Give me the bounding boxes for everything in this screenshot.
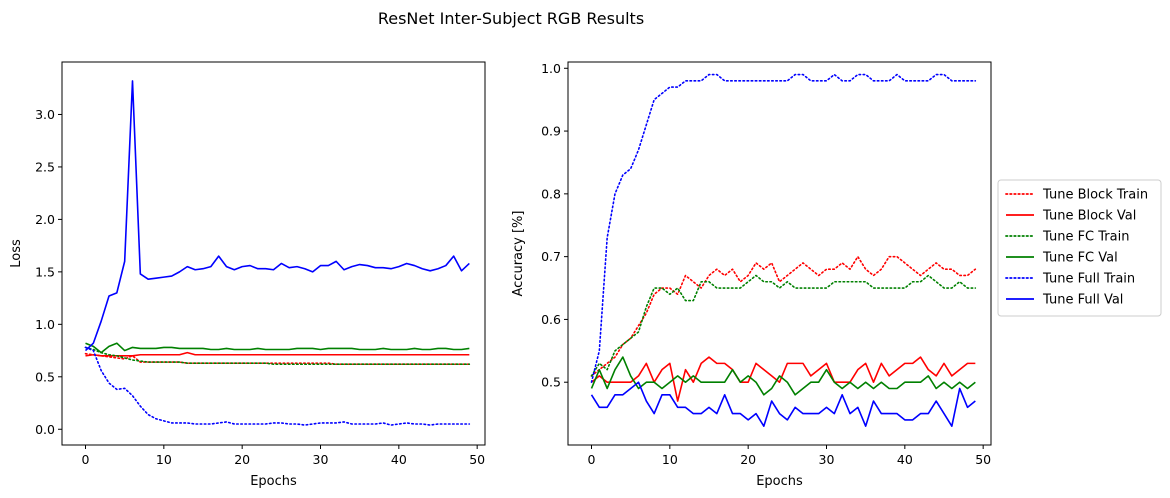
loss-series-tune-fc-train bbox=[84, 346, 471, 366]
loss-x-tick-label: 50 bbox=[469, 452, 485, 467]
figure-title: ResNet Inter-Subject RGB Results bbox=[378, 9, 644, 28]
loss-plot: 0 10 20 30 40 500.00.51.01.52.02.53.0 Epochs … bbox=[9, 61, 486, 489]
accuracy-series-tune-fc-val bbox=[590, 356, 976, 396]
accuracy-series-tune-full-train bbox=[590, 73, 977, 384]
loss-y-tick-label: 2.5 bbox=[35, 159, 55, 174]
loss-y-tick-label: 3.0 bbox=[35, 107, 55, 122]
loss-y-axis-label: Loss bbox=[9, 239, 24, 268]
legend-label-tune-fc-val: Tune FC Val bbox=[1042, 251, 1118, 266]
loss-y-tick-label: 1.0 bbox=[35, 317, 55, 332]
accuracy-x-tick-label: 0 bbox=[588, 452, 596, 467]
loss-x-tick-label: 10 bbox=[156, 452, 172, 467]
loss-x-tick-label: 0 bbox=[82, 452, 90, 467]
legend-label-tune-block-val: Tune Block Val bbox=[1042, 209, 1136, 224]
accuracy-y-axis-label: Accuracy [%] bbox=[511, 211, 526, 297]
accuracy-x-tick-label: 40 bbox=[897, 452, 913, 467]
legend-label-tune-block-train: Tune Block Train bbox=[1042, 188, 1148, 203]
loss-y-tick-label: 0.5 bbox=[35, 369, 55, 384]
legend-box bbox=[997, 179, 1162, 317]
accuracy-plot-frame bbox=[567, 61, 992, 446]
loss-x-tick-label: 30 bbox=[313, 452, 329, 467]
loss-y-tick-label: 2.0 bbox=[35, 212, 55, 227]
accuracy-x-tick-label: 30 bbox=[819, 452, 835, 467]
loss-y-tick-label: 0.0 bbox=[35, 422, 55, 437]
accuracy-y-tick-label: 0.7 bbox=[541, 249, 561, 264]
accuracy-x-tick-label: 50 bbox=[975, 452, 991, 467]
accuracy-y-tick-label: 0.8 bbox=[541, 186, 561, 201]
loss-x-axis-label: Epochs bbox=[250, 474, 297, 489]
legend-label-tune-full-val: Tune Full Val bbox=[1042, 293, 1123, 308]
loss-plot-frame bbox=[61, 61, 486, 446]
accuracy-series-tune-block-val bbox=[590, 356, 976, 402]
loss-series-tune-full-train bbox=[84, 346, 471, 426]
accuracy-series-tune-full-val bbox=[590, 381, 976, 427]
loss-series-tune-block-val bbox=[85, 351, 470, 357]
loss-series-tune-fc-val bbox=[85, 342, 470, 354]
loss-y-tick-label: 1.5 bbox=[35, 264, 55, 279]
legend: Tune Block Train Tune Block Val Tune FC Tr… bbox=[997, 179, 1162, 317]
loss-x-tick-label: 40 bbox=[391, 452, 407, 467]
accuracy-x-tick-label: 20 bbox=[740, 452, 756, 467]
accuracy-y-tick-label: 0.6 bbox=[541, 312, 561, 327]
accuracy-series-tune-block-train bbox=[590, 255, 977, 377]
accuracy-plot: 0 10 20 30 40 50 0.5 0.6 0.7 0.8 0.9 1.0 Epochs Acc… bbox=[511, 61, 992, 489]
accuracy-y-tick-label: 0.9 bbox=[541, 124, 561, 139]
accuracy-y-tick-label: 0.5 bbox=[541, 375, 561, 390]
loss-x-tick-label: 20 bbox=[234, 452, 250, 467]
legend-label-tune-full-train: Tune Full Train bbox=[1042, 272, 1135, 287]
accuracy-x-axis-label: Epochs bbox=[756, 474, 803, 489]
legend-label-tune-fc-train: Tune FC Train bbox=[1042, 230, 1129, 245]
accuracy-y-tick-label: 1.0 bbox=[541, 61, 561, 76]
accuracy-series-tune-fc-train bbox=[590, 274, 977, 377]
accuracy-x-tick-label: 10 bbox=[662, 452, 678, 467]
loss-series-tune-full-val bbox=[84, 80, 470, 352]
